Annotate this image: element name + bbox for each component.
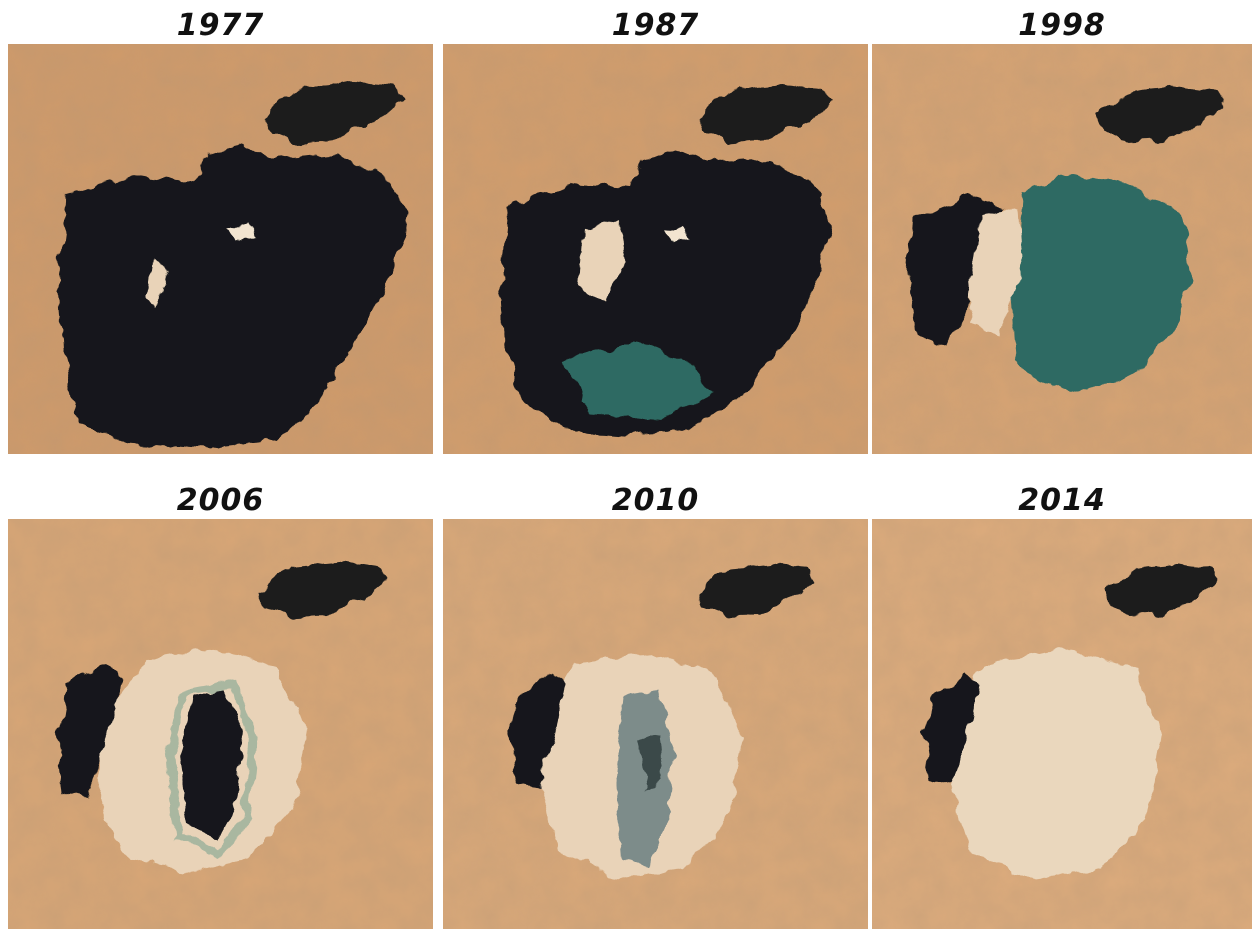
satellite-image <box>872 519 1252 929</box>
panel-2014: 2014 <box>872 483 1252 929</box>
satellite-image <box>8 519 433 929</box>
panel-1987: 1987 <box>443 8 868 454</box>
satellite-image <box>8 44 433 454</box>
year-label: 2006 <box>176 483 265 518</box>
satellite-image <box>443 44 868 454</box>
year-label: 1987 <box>611 8 700 43</box>
year-label: 2014 <box>1018 483 1106 518</box>
year-label: 2010 <box>611 483 700 518</box>
satellite-image <box>872 44 1252 454</box>
satellite-image <box>443 519 868 929</box>
panel-1998: 1998 <box>872 8 1252 454</box>
panel-1977: 1977 <box>8 8 433 454</box>
panel-2006: 2006 <box>8 483 433 929</box>
year-label: 1998 <box>1018 8 1106 43</box>
year-label: 1977 <box>176 8 265 43</box>
panel-2010: 2010 <box>443 483 868 929</box>
